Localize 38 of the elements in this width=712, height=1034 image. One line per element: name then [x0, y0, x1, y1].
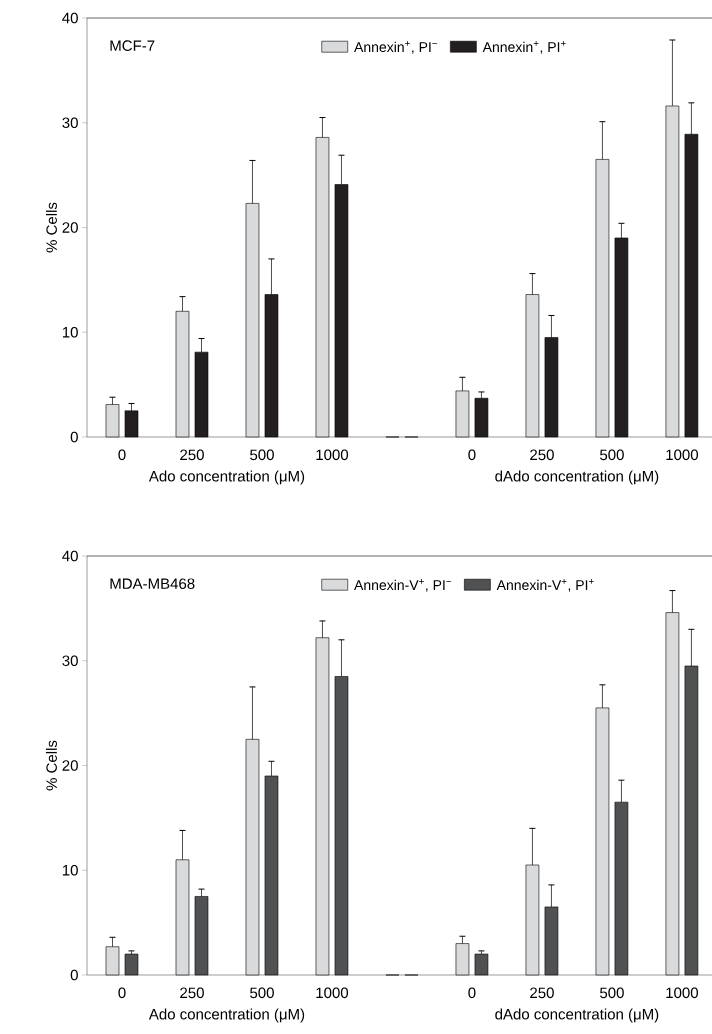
x-tick-label: 250	[530, 449, 554, 461]
y-tick-label: 30	[62, 117, 78, 129]
x-tick-label: 0	[118, 987, 126, 999]
x-axis-title: Ado concentration (μM)	[148, 470, 305, 485]
legend-label: Annexin-V$^{+}$, PI$^{+}$	[496, 579, 594, 592]
y-tick-label: 30	[62, 655, 78, 667]
y-tick-label: 10	[62, 326, 78, 338]
x-tick-label: 0	[118, 449, 126, 461]
x-tick-label: 1000	[666, 449, 698, 461]
y-tick-label: 0	[70, 431, 78, 443]
x-tick-label: 0	[468, 987, 476, 999]
legend-label: Annexin$^{+}$, PI$^{+}$	[482, 41, 566, 54]
x-tick-label: 250	[180, 449, 204, 461]
x-tick-label: 1000	[316, 987, 349, 999]
x-tick-label: 250	[180, 987, 204, 999]
legend-label: Annexin-V$^{+}$, PI$^{−}$	[354, 579, 452, 592]
x-axis-title: Ado concentration (μM)	[148, 1008, 305, 1023]
x-tick-label: 0	[468, 449, 476, 461]
text: MDA-MB468	[110, 578, 195, 589]
x-tick-label: 500	[600, 449, 624, 461]
x-tick-label: 500	[600, 987, 624, 999]
y-tick-label: 40	[62, 12, 78, 24]
y-axis-title: % Cells	[45, 202, 57, 253]
text: MCF-7	[110, 40, 155, 51]
x-tick-label: 1000	[666, 987, 698, 999]
y-tick-label: 40	[62, 550, 78, 562]
x-tick-label: 500	[250, 987, 274, 999]
y-axis-title: % Cells	[45, 740, 57, 791]
y-tick-label: 0	[70, 969, 78, 981]
y-tick-label: 20	[62, 222, 78, 233]
text: dAdo concentration (μM)	[495, 470, 659, 485]
x-tick-label: 250	[530, 987, 554, 999]
y-tick-label: 10	[62, 864, 78, 876]
legend-label: Annexin$^{+}$, PI$^{−}$	[354, 41, 438, 54]
x-tick-label: 1000	[316, 449, 349, 461]
x-tick-label: 500	[250, 449, 274, 461]
y-tick-label: 20	[62, 760, 78, 771]
text: dAdo concentration (μM)	[495, 1008, 659, 1023]
